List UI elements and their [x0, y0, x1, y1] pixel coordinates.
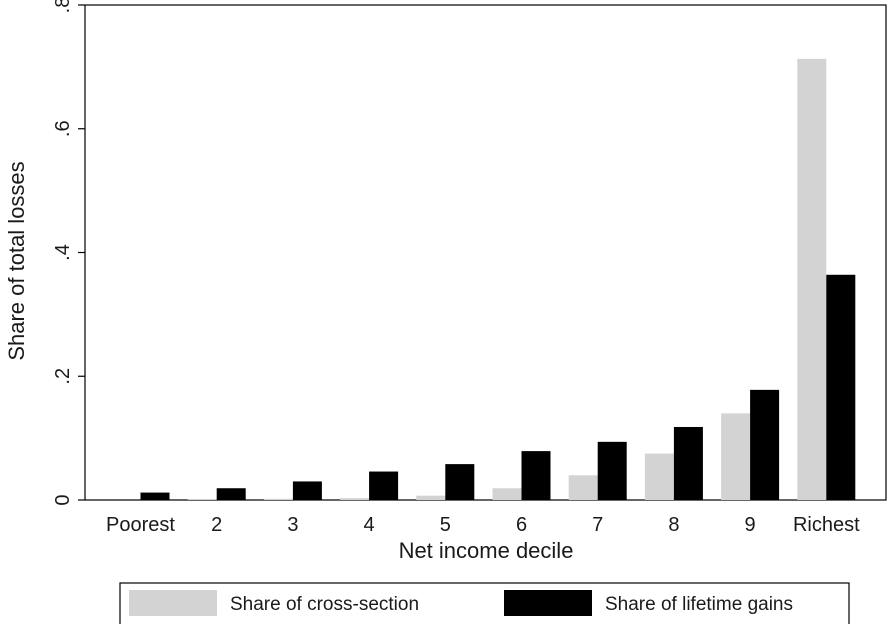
x-tick-label: 9: [745, 514, 756, 536]
y-tick-label: .2: [52, 368, 74, 385]
bar-cross-section: [187, 499, 217, 500]
bar-cross-section: [568, 475, 598, 500]
bar-lifetime-gains: [369, 471, 399, 500]
legend: Share of cross-section Share of lifetime …: [119, 582, 850, 624]
bar-cross-section: [797, 58, 827, 501]
bar-cross-section: [340, 498, 370, 500]
bar-lifetime-gains: [750, 389, 780, 500]
x-tick-label: 4: [364, 514, 375, 536]
y-axis-title: Share of total losses: [4, 161, 29, 360]
legend-label: Share of lifetime gains: [605, 594, 793, 615]
x-tick-label: 5: [440, 514, 451, 536]
x-tick-label: 3: [287, 514, 298, 536]
bar-lifetime-gains: [445, 464, 475, 500]
bar-cross-section: [416, 495, 446, 500]
x-tick-label: Richest: [793, 514, 860, 536]
legend-swatch: [129, 590, 217, 616]
x-axis: Poorest 2 3 4 5 6 7 8 9 Richest: [106, 514, 860, 536]
bar-lifetime-gains: [216, 488, 246, 500]
bar-cross-section: [721, 413, 751, 500]
x-tick-label: 6: [516, 514, 527, 536]
bar-lifetime-gains: [673, 426, 703, 500]
y-tick-label: .6: [52, 120, 74, 137]
bar-lifetime-gains: [826, 274, 856, 500]
bar-lifetime-gains: [140, 492, 170, 500]
bar-cross-section: [492, 488, 522, 500]
legend-label: Share of cross-section: [230, 594, 419, 615]
y-tick-label: 0: [52, 494, 74, 505]
y-tick-label: .8: [52, 0, 74, 13]
bar-lifetime-gains: [292, 481, 322, 500]
bar-lifetime-gains: [597, 441, 627, 500]
legend-swatch: [504, 590, 592, 616]
bars: [140, 58, 856, 501]
legend-box: [119, 582, 850, 624]
x-tick-label: 2: [211, 514, 222, 536]
x-tick-label: Poorest: [106, 514, 175, 536]
y-axis: 0 .2 .4 .6 .8: [52, 0, 85, 506]
bar-cross-section: [644, 453, 674, 500]
x-tick-label: 8: [668, 514, 679, 536]
bar-cross-section: [263, 498, 293, 500]
x-axis-title: Net income decile: [399, 538, 574, 563]
x-tick-label: 7: [592, 514, 603, 536]
y-tick-label: .4: [52, 244, 74, 261]
bar-lifetime-gains: [521, 451, 551, 500]
